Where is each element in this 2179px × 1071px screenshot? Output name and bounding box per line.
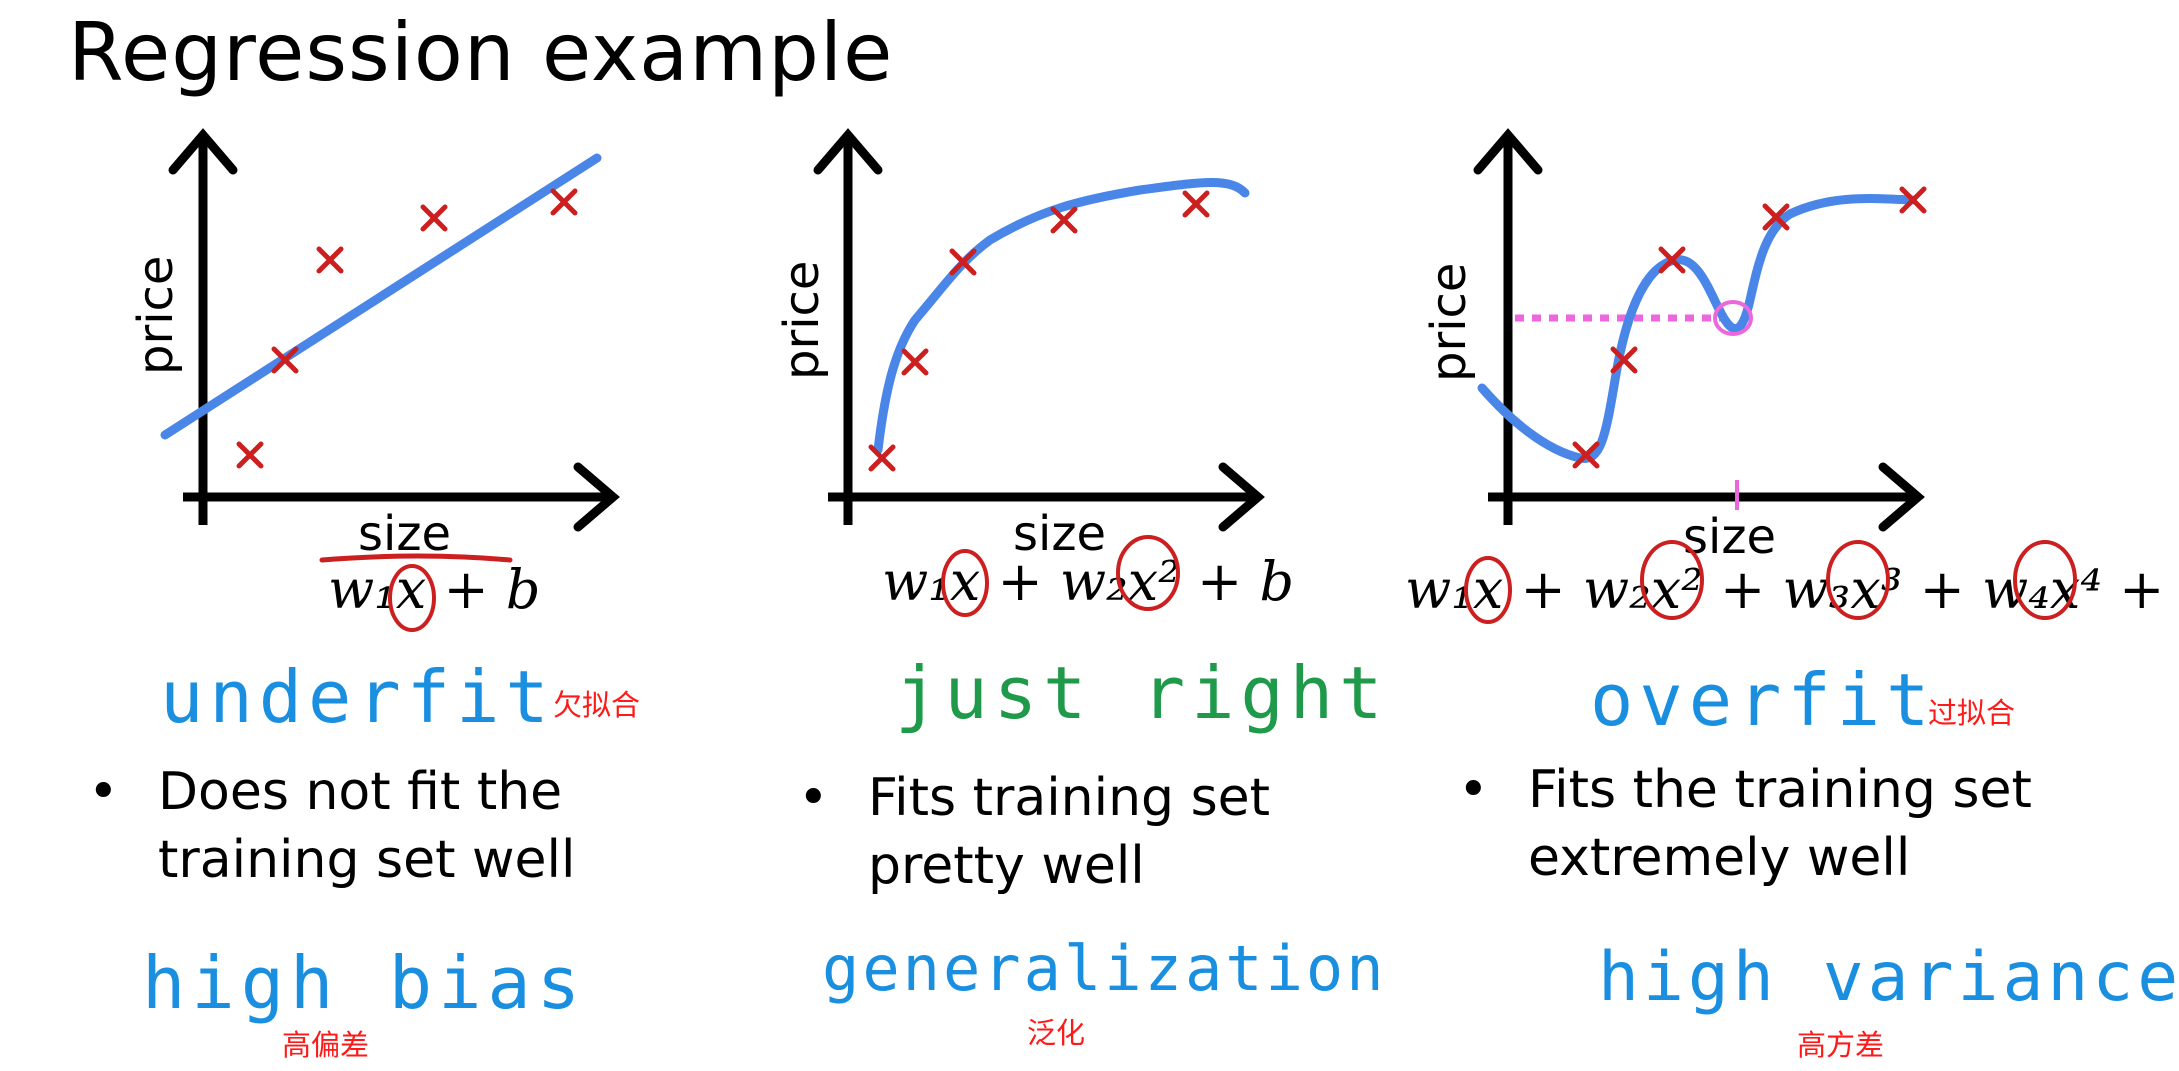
bullet-line: Does not fit the [158,762,563,822]
red-circle-annotation [388,564,436,632]
data-point [423,207,445,229]
cn-label-underfit: 欠拟合 [553,688,641,722]
bullet-line: extremely well [1528,828,1911,888]
fit-line [160,153,602,440]
x-axis-label: size [1013,506,1106,562]
red-circle-annotation [1826,540,1890,620]
bullet-line: pretty well [868,836,1145,896]
x-axis-label: size [358,506,451,562]
bullet-line: training set well [158,830,576,890]
handwritten-high-variance: high variance [1598,938,2179,1017]
panel-underfit: price size w₁x + b [128,128,620,632]
handwritten-generalization: generalization [822,932,1387,1005]
bullet-line: Fits training set [868,768,1271,828]
data-point [1185,193,1207,215]
cn-label-high-bias: 高偏差 [282,1028,370,1062]
y-axis [813,128,883,525]
handwritten-underfit: underfit [160,655,555,739]
bullet-dot: • [88,762,119,822]
red-circle-annotation [1640,540,1704,620]
y-axis-label: price [128,256,184,375]
panel-overfit: price size w₁x + w₂x² + w₃x³ + w₄x⁴ + b [1405,128,2179,624]
red-underline-annotation [319,553,513,563]
y-axis-label: price [774,261,830,380]
data-point [1053,209,1075,231]
x-axis-label: size [1683,509,1776,565]
bullet-dot: • [798,768,829,828]
red-circle-annotation [941,549,989,617]
magenta-circle-annotation [1713,300,1753,336]
red-circle-annotation [2013,540,2077,620]
y-axis [168,128,238,525]
y-axis [1473,128,1543,525]
x-axis [183,462,620,532]
slide-title: Regression example [68,6,894,99]
fit-curve [1477,194,1917,463]
handwritten-overfit: overfit [1590,658,1935,742]
panel-just-right: price size w₁x + w₂x² + b [774,128,1294,617]
cn-label-overfit: 过拟合 [1928,696,2016,730]
handwritten-high-bias: high bias [142,941,586,1025]
data-point [904,351,926,373]
x-axis [1488,462,1925,532]
cn-label-generalization: 泛化 [1027,1016,1086,1050]
x-axis [828,462,1265,532]
bullet-underfit: • Does not fit the training set well [88,758,576,894]
y-axis-label: price [1421,263,1477,382]
bullet-dot: • [1458,760,1489,820]
data-point [553,191,575,213]
fit-curve [873,178,1250,455]
bullet-overfit: • Fits the training set extremely well [1458,756,2032,892]
bullet-just-right: • Fits training set pretty well [798,764,1271,900]
handwritten-just-right: just right [895,651,1388,735]
data-point [239,444,261,466]
data-point [319,249,341,271]
cn-label-high-variance: 高方差 [1797,1028,1885,1062]
red-circle-annotation [1464,556,1512,624]
red-circle-annotation [1116,535,1180,611]
bullet-line: Fits the training set [1528,760,2032,820]
formula: w₁x + w₂x² + w₃x³ + w₄x⁴ + b [1405,558,2179,621]
